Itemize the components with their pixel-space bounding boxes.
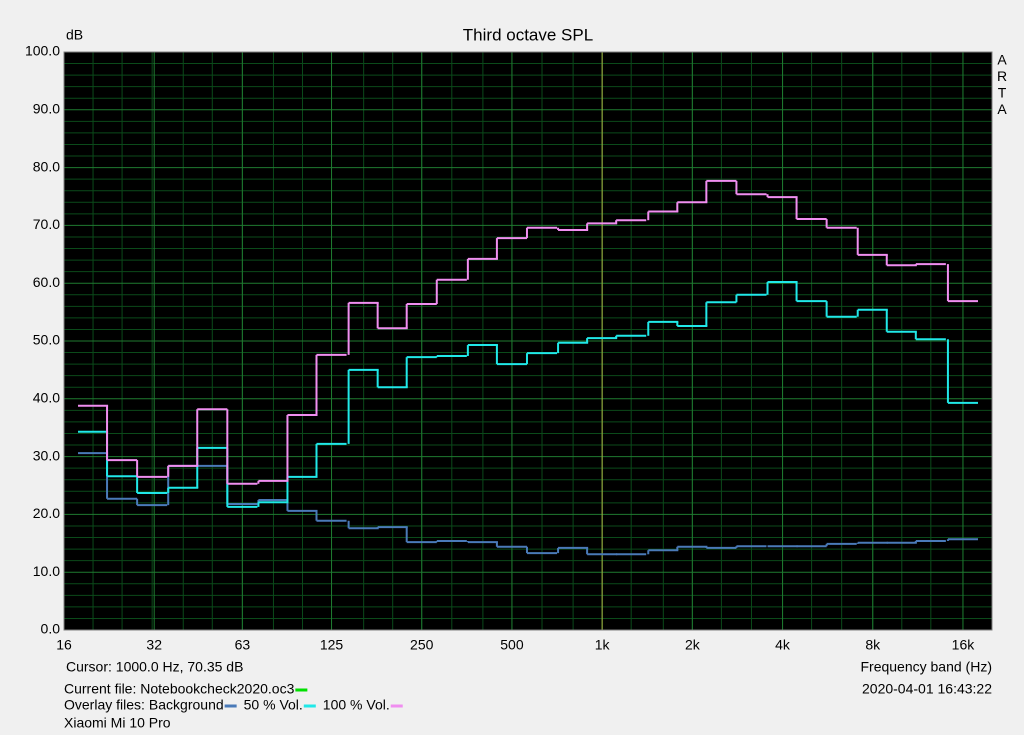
chart-title: Third octave SPL [463,25,593,44]
marks [78,179,978,556]
x-tick-label: 250 [410,637,434,653]
legend-label: 50 % Vol. [244,697,303,713]
y-tick-label: 20.0 [33,505,60,521]
x-tick-label: 32 [146,637,162,653]
y-axis-label: dB [66,27,83,43]
y-tick-label: 10.0 [33,563,60,579]
x-tick-label: 4k [775,637,791,653]
y-tick-label: 70.0 [33,216,60,232]
current-file: Current file: Notebookcheck2020.oc3 [64,681,295,697]
y-tick-label: 90.0 [33,101,60,117]
y-tick-label: 60.0 [33,274,60,290]
y-tick-label: 0.0 [41,621,61,637]
x-axis-label: Frequency band (Hz) [860,659,992,675]
watermark-letter: T [998,85,1007,101]
y-tick-label: 80.0 [33,158,60,174]
x-tick-label: 2k [685,637,701,653]
x-tick-label: 16 [56,637,72,653]
watermark-letter: R [997,68,1007,84]
y-tick-label: 50.0 [33,332,60,348]
x-tick-label: 1k [595,637,611,653]
legend-title: Overlay files: [64,697,145,713]
device-name: Xiaomi Mi 10 Pro [64,715,171,731]
legend-label: 100 % Vol. [323,697,390,713]
y-tick-label: 40.0 [33,390,60,406]
y-tick-label: 30.0 [33,447,60,463]
x-tick-label: 8k [865,637,881,653]
cursor-readout: Cursor: 1000.0 Hz, 70.35 dB [66,659,243,675]
x-tick-label: 63 [235,637,251,653]
watermark-letter: A [997,101,1007,117]
x-tick-label: 16k [952,637,976,653]
plot-border [63,51,993,631]
timestamp: 2020-04-01 16:43:22 [862,681,992,697]
x-tick-label: 500 [500,637,524,653]
x-tick-label: 125 [320,637,344,653]
watermark-letter: A [997,52,1007,68]
y-tick-label: 100.0 [25,43,60,59]
legend-label: Background [149,697,224,713]
